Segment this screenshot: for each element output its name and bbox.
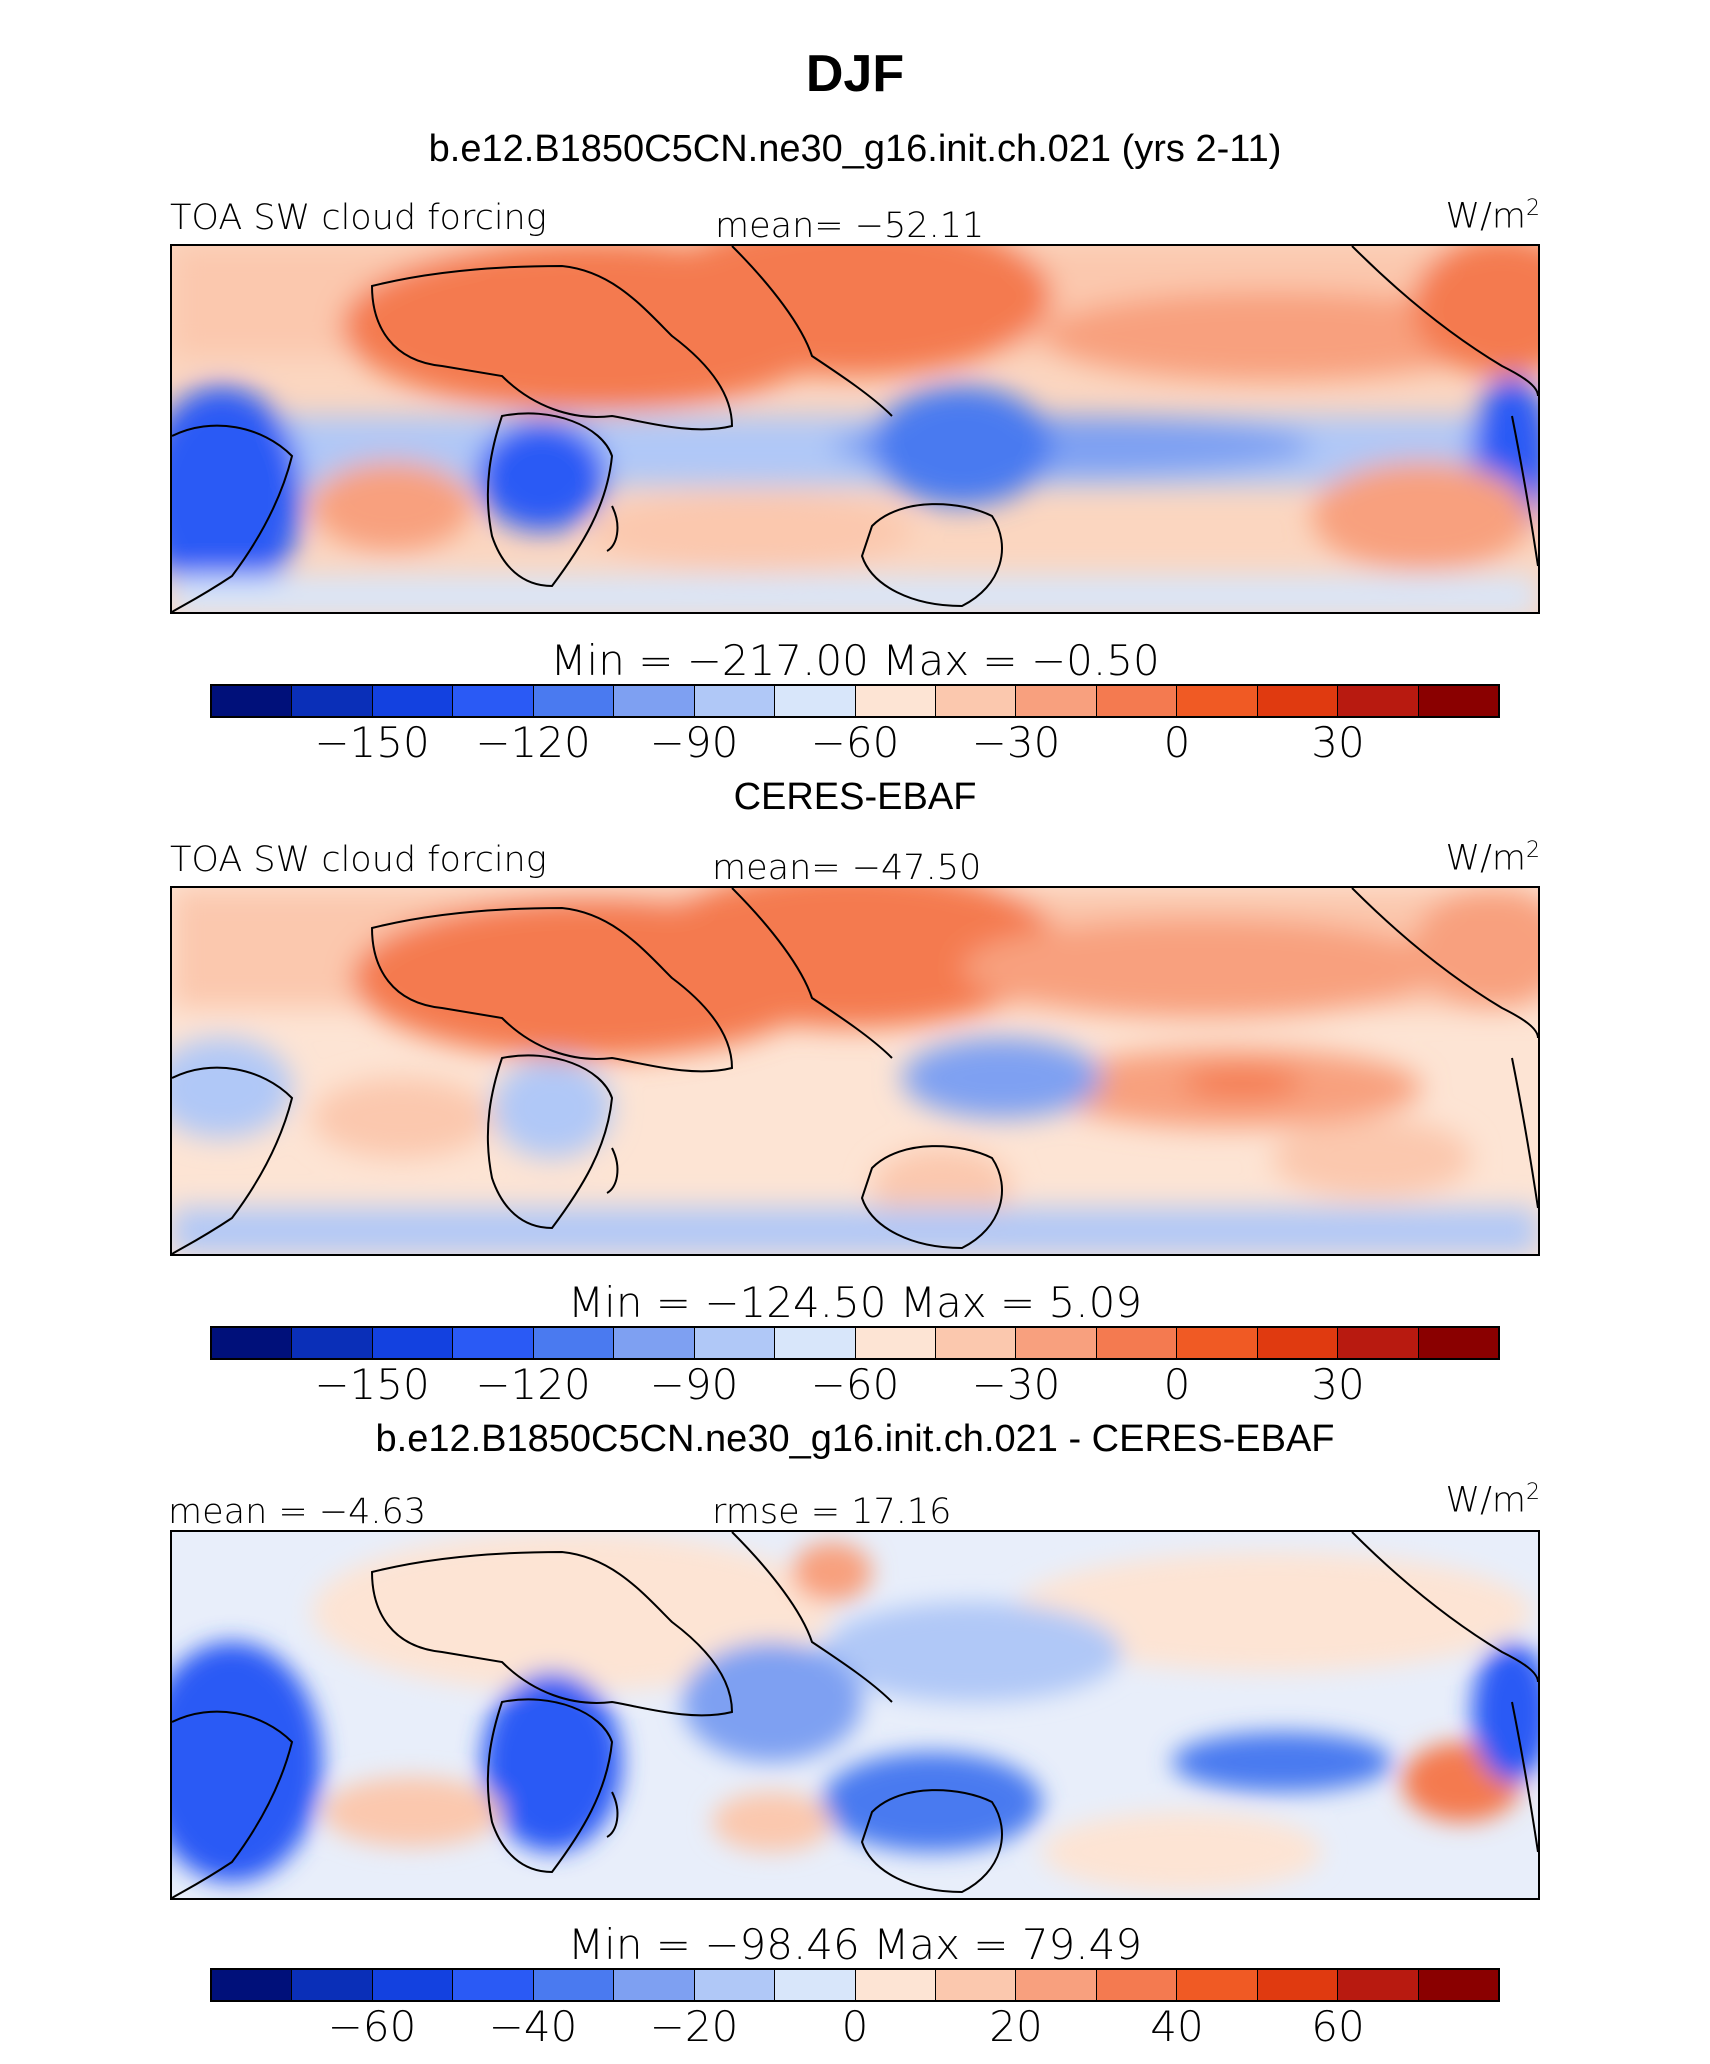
panel3-tick-4: 0 (841, 2002, 869, 2051)
panel2-tick-2: −120 (475, 1360, 591, 1409)
panel2-units: W/m2 (1445, 838, 1541, 879)
panel1-colorbar-swatch (1418, 686, 1498, 716)
panel1-variable-label: TOA SW cloud forcing (170, 198, 547, 238)
panel2-tick-7: 30 (1311, 1360, 1365, 1409)
panel2-mean-label: mean= −47.50 (712, 848, 982, 888)
panel2-colorbar-swatch (212, 1328, 293, 1358)
panel3-rmse-label: rmse = 17.16 (712, 1492, 952, 1532)
panel2-tick-6: 0 (1163, 1360, 1191, 1409)
panel3-colorbar-swatch (453, 1970, 534, 2000)
panel1-mean-label: mean= −52.11 (715, 206, 985, 246)
panel2-colorbar-swatch (1096, 1328, 1178, 1358)
panel1-tick-6: 0 (1163, 718, 1191, 767)
panel3-colorbar-swatch (775, 1970, 856, 2000)
panel2-colorbar-swatch (533, 1328, 615, 1358)
panel1-title: b.e12.B1850C5CN.ne30_g16.init.ch.021 (yr… (428, 128, 1282, 170)
panel2-colorbar-swatch (614, 1328, 695, 1358)
panel2-colorbar-swatch (1016, 1328, 1097, 1358)
panel1-colorbar-swatch (372, 686, 454, 716)
panel1-colorbar-swatch (1338, 686, 1419, 716)
panel3-mean-label: mean = −4.63 (168, 1492, 427, 1532)
panel2-tick-4: −60 (810, 1360, 900, 1409)
panel1-colorbar-swatch (453, 686, 534, 716)
panel2-colorbar-swatch (372, 1328, 454, 1358)
panel3-colorbar-swatch (212, 1970, 293, 2000)
panel2-map (170, 886, 1540, 1256)
panel1-tick-1: −150 (314, 718, 430, 767)
panel2-colorbar-swatch (935, 1328, 1017, 1358)
panel1-colorbar-swatch (212, 686, 293, 716)
panel2-colorbar-swatch (694, 1328, 776, 1358)
panel2-tick-1: −150 (314, 1360, 430, 1409)
panel1-map (170, 244, 1540, 614)
panel3-colorbar-swatch (935, 1970, 1017, 2000)
panel2-colorbar-swatch (775, 1328, 856, 1358)
panel2-colorbar-swatch (292, 1328, 373, 1358)
panel2-variable-label: TOA SW cloud forcing (170, 840, 547, 880)
panel1-colorbar-swatch (1096, 686, 1178, 716)
panel1-tick-4: −60 (810, 718, 900, 767)
panel3-colorbar-swatch (1257, 1970, 1339, 2000)
panel3-colorbar-swatch (1338, 1970, 1419, 2000)
panel1-colorbar-swatch (775, 686, 856, 716)
panel3-colorbar-swatch (855, 1970, 936, 2000)
panel1-units: W/m2 (1445, 196, 1541, 237)
panel3-colorbar-swatch (292, 1970, 373, 2000)
panel1-colorbar-swatch (292, 686, 373, 716)
panel1-colorbar (210, 684, 1500, 718)
panel2-colorbar-swatch (1177, 1328, 1258, 1358)
panel1-colorbar-swatch (1016, 686, 1097, 716)
panel3-tick-7: 60 (1311, 2002, 1365, 2051)
panel2-title: CERES-EBAF (733, 776, 977, 818)
panel2-colorbar-swatch (1257, 1328, 1339, 1358)
panel1-tick-3: −90 (649, 718, 739, 767)
panel3-colorbar (210, 1968, 1500, 2002)
panel3-tick-3: −20 (649, 2002, 739, 2051)
figure-title: DJF (805, 45, 905, 103)
panel1-colorbar-swatch (1257, 686, 1339, 716)
panel3-colorbar-swatch (372, 1970, 454, 2000)
panel1-colorbar-swatch (855, 686, 936, 716)
panel1-tick-7: 30 (1311, 718, 1365, 767)
panel3-colorbar-swatch (1177, 1970, 1258, 2000)
panel3-tick-6: 40 (1150, 2002, 1204, 2051)
panel1-tick-5: −30 (971, 718, 1061, 767)
panel3-colorbar-swatch (694, 1970, 776, 2000)
panel2-colorbar-swatch (1418, 1328, 1498, 1358)
panel3-units: W/m2 (1445, 1480, 1541, 1521)
panel3-colorbar-swatch (614, 1970, 695, 2000)
panel1-colorbar-swatch (694, 686, 776, 716)
panel1-minmax: Min = −217.00 Max = −0.50 (550, 636, 1160, 685)
panel1-colorbar-swatch (533, 686, 615, 716)
panel2-colorbar-swatch (453, 1328, 534, 1358)
panel3-map (170, 1530, 1540, 1900)
panel3-minmax: Min = −98.46 Max = 79.49 (567, 1920, 1143, 1969)
panel3-tick-2: −40 (488, 2002, 578, 2051)
panel1-tick-2: −120 (475, 718, 591, 767)
panel2-tick-5: −30 (971, 1360, 1061, 1409)
panel3-colorbar-swatch (1096, 1970, 1178, 2000)
panel2-colorbar (210, 1326, 1500, 1360)
panel1-colorbar-swatch (614, 686, 695, 716)
panel3-colorbar-swatch (533, 1970, 615, 2000)
panel2-colorbar-swatch (855, 1328, 936, 1358)
panel2-minmax: Min = −124.50 Max = 5.09 (567, 1278, 1143, 1327)
panel3-tick-1: −60 (327, 2002, 417, 2051)
panel3-tick-5: 20 (989, 2002, 1043, 2051)
panel1-colorbar-swatch (935, 686, 1017, 716)
panel1-colorbar-swatch (1177, 686, 1258, 716)
panel3-colorbar-swatch (1016, 1970, 1097, 2000)
panel2-tick-3: −90 (649, 1360, 739, 1409)
panel3-title: b.e12.B1850C5CN.ne30_g16.init.ch.021 - C… (375, 1418, 1335, 1460)
panel3-colorbar-swatch (1418, 1970, 1498, 2000)
panel2-colorbar-swatch (1338, 1328, 1419, 1358)
